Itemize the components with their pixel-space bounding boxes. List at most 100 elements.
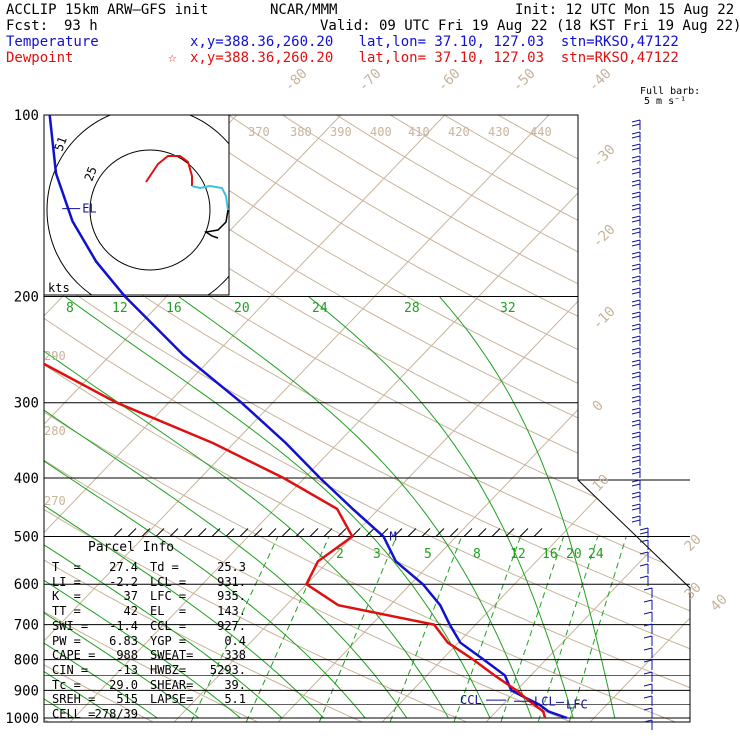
moist-adiabat-line (308, 296, 574, 719)
pressure-tick-label: 200 (14, 290, 39, 306)
dry-adiabat-line (44, 115, 690, 722)
dewpoint-location: x,y=388.36,260.20 lat,lon= 37.10, 127.03… (190, 50, 679, 66)
wind-barb (631, 447, 641, 451)
parcel-info-cell: LAPSE= (150, 692, 194, 707)
mixing-ratio-label: 20 (566, 547, 582, 562)
mixing-ratio-label: 2 (336, 547, 344, 562)
hodograph-units: kts (48, 281, 70, 295)
dry-adiabat-line (44, 115, 488, 722)
parcel-info-cell: Tc = (52, 677, 81, 692)
wind-barb (631, 411, 641, 415)
hodograph-trace (145, 155, 193, 186)
wind-barb (631, 123, 641, 127)
wind-barb (631, 167, 641, 171)
dry-adiabat-line (44, 115, 690, 722)
parcel-info-cell: YGP = (150, 633, 187, 648)
wind-barb (643, 707, 653, 711)
wind-barb (631, 143, 641, 147)
wind-barb (631, 327, 641, 331)
init-time: Init: 12 UTC Mon 15 Aug 22 (515, 2, 735, 18)
parcel-info-cell: K = (52, 589, 81, 604)
dry-adiabat-line (84, 115, 690, 722)
parcel-info-cell: SHEAR= (150, 677, 194, 692)
tick-mark (239, 528, 249, 537)
wind-barb (643, 695, 653, 699)
wind-barb (639, 563, 649, 567)
tick-mark (421, 528, 431, 537)
wind-barb (631, 459, 641, 463)
wind-barb (639, 539, 649, 543)
wind-barb (631, 219, 641, 223)
wind-barb (631, 383, 641, 387)
wind-barb (631, 375, 641, 379)
isotherm-label: 0 (590, 398, 607, 415)
parcel-info-cell: HWBZ= (150, 662, 187, 677)
wind-barb (643, 587, 653, 591)
mixing-ratio-line (315, 536, 397, 722)
parcel-info-cell: SWI = (52, 618, 89, 633)
theta-label: 390 (330, 125, 352, 139)
theta-label: 280 (44, 424, 66, 438)
wind-barb (631, 287, 641, 291)
wind-barb (631, 207, 641, 211)
parcel-info-cell: Td = (150, 560, 179, 574)
dewpoint-legend: Dewpoint (6, 50, 74, 66)
theta-label: 420 (448, 125, 470, 139)
wind-barb (631, 435, 641, 439)
isotherm-line (269, 115, 690, 722)
valid-time: Valid: 09 UTC Fri 19 Aug 22 (18 KST Fri … (320, 18, 740, 34)
dry-adiabat-line (241, 115, 690, 722)
wind-barb (631, 507, 641, 511)
tick-mark (197, 528, 207, 537)
tick-mark (393, 528, 403, 537)
isotherm-label: 20 (682, 532, 705, 555)
wind-barb (631, 275, 641, 279)
mixing-ratio-label: 8 (473, 547, 481, 562)
tick-mark (113, 528, 123, 537)
isotherm-line (477, 115, 690, 722)
parcel-info-cell: 29.0 (109, 677, 138, 692)
moist-adiabat-line (44, 296, 200, 719)
wind-barb (631, 503, 641, 507)
theta-label: 370 (248, 125, 270, 139)
moist-adiabat-label: 32 (500, 301, 516, 316)
isotherm-label: -60 (435, 66, 464, 95)
isotherm-label: -20 (590, 222, 619, 251)
moist-adiabat-label: 16 (166, 301, 182, 316)
tick-mark (281, 528, 291, 537)
parcel-info-cell: 39. (224, 677, 246, 692)
parcel-info-cell: LCL = (150, 574, 187, 589)
wind-barb (639, 527, 649, 531)
level-marker-label: M (389, 529, 396, 543)
tick-mark (491, 528, 501, 537)
tick-mark (365, 528, 375, 537)
parcel-info-cell: 5.1 (224, 692, 246, 707)
level-marker-label: EL (82, 202, 96, 216)
wind-barb (643, 611, 653, 615)
wind-barb (631, 423, 641, 427)
temperature-location: x,y=388.36,260.20 lat,lon= 37.10, 127.03… (190, 34, 679, 50)
wind-barb (631, 279, 641, 283)
tick-mark (533, 528, 543, 537)
isotherm-line (44, 115, 472, 722)
hodograph-box (43, 114, 230, 296)
wind-barb (631, 183, 641, 187)
wind-barb (631, 147, 641, 151)
wind-barb (631, 215, 641, 219)
tick-mark (309, 528, 319, 537)
tick-mark (127, 528, 137, 537)
theta-label: 270 (44, 494, 66, 508)
pressure-tick-label: 400 (14, 471, 39, 487)
tick-mark (295, 528, 305, 537)
parcel-info-cell: 42 (123, 604, 138, 619)
tick-mark (449, 528, 459, 537)
wind-barb (643, 683, 653, 687)
wind-barb (643, 659, 653, 663)
mixing-ratio-label: 16 (542, 547, 558, 562)
mixing-ratio-label: 5 (424, 547, 432, 562)
moist-adiabat-label: 12 (112, 301, 128, 316)
wind-barb (631, 191, 641, 195)
theta-label: 380 (290, 125, 312, 139)
wind-barb (631, 231, 641, 235)
wind-barb (631, 483, 641, 487)
